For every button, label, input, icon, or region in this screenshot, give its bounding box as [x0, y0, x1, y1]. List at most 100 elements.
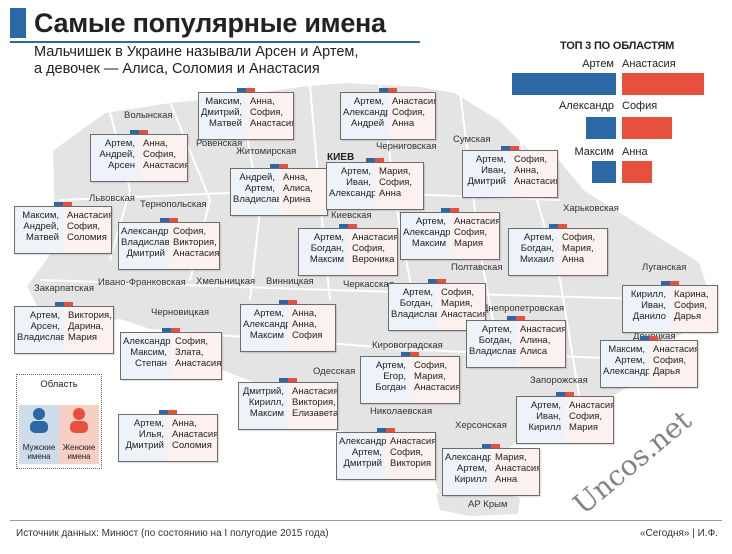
male-name: Александр,	[339, 436, 386, 447]
female-names: Виктория, Дарина, Мария	[64, 307, 113, 353]
male-names: Александр, Артем, Дмитрий	[337, 433, 386, 479]
region-label: Львовская	[89, 193, 135, 204]
headline-underline	[10, 41, 420, 43]
region-label: Одесская	[313, 366, 356, 377]
female-name: Арина	[283, 194, 311, 205]
name-card: Артем, Илья, Дмитрий Анна, Анастасия, Соломия	[118, 410, 218, 462]
person-icon	[30, 408, 48, 433]
male-names: Артем,Александр,Андрей	[341, 93, 388, 139]
female-name: Анастасия,	[392, 96, 435, 107]
male-name: Артем,	[29, 310, 60, 321]
male-name: Степан	[134, 358, 167, 369]
female-name: Виктория,	[292, 397, 336, 408]
card-clip	[507, 316, 525, 323]
card-clip	[162, 328, 180, 335]
male-name: Максим,	[608, 344, 645, 355]
male-name: Дмитрий,	[242, 386, 284, 397]
male-name: Максим	[249, 330, 284, 341]
female-name: Мария	[68, 332, 98, 343]
female-name: Дарья	[653, 366, 681, 377]
female-name: София,	[514, 154, 548, 165]
region-label: Сумская	[453, 134, 491, 145]
female-name: Злата,	[175, 347, 204, 358]
male-name: Михаил	[520, 254, 554, 265]
legend-female-bar	[622, 117, 672, 139]
female-name: Виктория,	[68, 310, 112, 321]
male-names: Артем, Богдан, Владислав	[389, 284, 437, 330]
female-swatch-label: Женские имена	[62, 443, 96, 461]
headline: Самые популярные имена	[10, 6, 386, 40]
name-card: Дмитрий, Кирилл, Максим Анастасия, Виктория,…	[238, 378, 338, 430]
name-card: Александр, Владислав, Дмитрий София, Виктори…	[118, 218, 220, 270]
female-name: Анастасия	[175, 358, 221, 369]
female-name: София,	[454, 227, 488, 238]
region-label: Днепропетровская	[482, 303, 565, 314]
female-names: Анна, Анастасия, Соломия	[168, 415, 217, 461]
region-label: Житомирская	[236, 146, 297, 157]
male-name: Арсен	[108, 160, 135, 171]
male-names: Артем, Иван, Дмитрий	[463, 151, 510, 197]
female-names: София, Анна, Анастасия	[510, 151, 557, 197]
male-name: Артем,	[133, 418, 164, 429]
male-names: Артем, Богдан, Максим	[299, 229, 348, 275]
female-names: Карина, София, Дарья	[670, 286, 717, 332]
legend-male-name: Артем	[582, 58, 614, 70]
female-name: Алиса	[520, 346, 548, 357]
male-name: Иван,	[536, 411, 561, 422]
female-name: София,	[173, 226, 207, 237]
male-name: Артем,	[375, 360, 406, 371]
female-names: Мария, София, Анна	[375, 163, 423, 209]
name-card: Максим,Андрей,МатвейАнастасия,София,Соло…	[14, 202, 112, 254]
female-name: Анна	[379, 188, 402, 199]
male-names: Артем,Александр,Максим	[401, 213, 450, 259]
male-name: Артем,	[614, 355, 645, 366]
male-name: Богдан,	[478, 335, 512, 346]
female-name: София,	[143, 149, 177, 160]
legend-male-bar	[592, 161, 616, 183]
name-card: Артем, Иван, Дмитрий София, Анна, Анастасия	[462, 146, 558, 198]
male-names: Александр, Владислав, Дмитрий	[119, 223, 169, 269]
male-name: Кирилл	[454, 474, 487, 485]
region-label: Хмельницкая	[196, 276, 256, 287]
female-name: Анна,	[292, 319, 317, 330]
female-name: Мария,	[379, 166, 411, 177]
female-name: Мария,	[562, 243, 594, 254]
male-names: Артем, Илья, Дмитрий	[119, 415, 168, 461]
female-name: Мария,	[441, 298, 473, 309]
card-clip	[501, 146, 519, 153]
male-name: Максим	[249, 408, 284, 419]
name-card: Артем, Богдан, Владислав София, Мария, Анаста…	[388, 279, 486, 331]
female-name: Елизавета	[292, 408, 337, 419]
female-name: Виктория	[390, 458, 432, 469]
card-clip	[54, 202, 72, 209]
card-clip	[661, 281, 679, 288]
female-name: Дарья	[674, 311, 702, 322]
region-label: АР Крым	[468, 499, 508, 510]
male-name: Богдан,	[520, 243, 554, 254]
male-name: Артем,	[475, 154, 506, 165]
female-name: Мария,	[414, 371, 446, 382]
card-clip	[482, 444, 500, 451]
male-name: Иван,	[346, 177, 371, 188]
male-name: Максим	[309, 254, 344, 265]
female-names: Мария,Анастасия,Анна	[491, 449, 539, 495]
male-swatch: Мужские имена	[19, 405, 59, 464]
female-name: София,	[674, 300, 708, 311]
female-name: София,	[653, 355, 687, 366]
male-name: Артем,	[351, 447, 382, 458]
male-name: Артем,	[340, 166, 371, 177]
male-name: Александр	[603, 366, 649, 377]
male-name: Богдан,	[399, 298, 433, 309]
male-names: Артем, Богдан, Михаил	[509, 229, 558, 275]
legend-male-name: Максим	[574, 146, 614, 158]
name-card: Артем, Арсен, Владислав Виктория, Дарина, Мар…	[14, 302, 114, 354]
female-name: Анастасия,	[67, 210, 111, 221]
female-name: София,	[414, 360, 448, 371]
female-names: Анна, Анна, София	[288, 305, 335, 351]
region-label: Кировоградская	[372, 340, 443, 351]
female-name: Вероника	[352, 254, 395, 265]
female-names: Анна, Алиса, Арина	[279, 169, 327, 215]
female-name: Анна,	[514, 165, 539, 176]
footer-divider	[10, 520, 722, 521]
legend-female-name: София	[622, 100, 658, 112]
